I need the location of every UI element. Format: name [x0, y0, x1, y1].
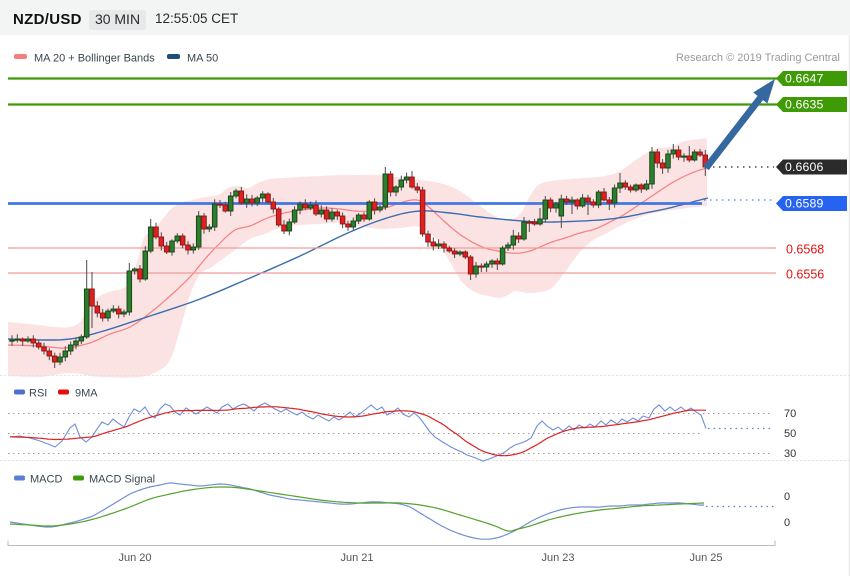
svg-text:MA 50: MA 50: [187, 53, 218, 65]
svg-text:70: 70: [784, 408, 796, 420]
svg-text:0.6589: 0.6589: [785, 197, 824, 211]
svg-text:50: 50: [784, 428, 796, 440]
svg-text:9MA: 9MA: [75, 388, 98, 400]
svg-text:MACD Signal: MACD Signal: [89, 474, 155, 486]
svg-text:30: 30: [784, 448, 796, 460]
svg-text:Research © 2019 Trading Centra: Research © 2019 Trading Central: [676, 52, 840, 64]
svg-text:RSI: RSI: [29, 388, 47, 400]
svg-text:0.6606: 0.6606: [785, 160, 824, 174]
svg-text:0: 0: [784, 491, 790, 503]
svg-text:0.6647: 0.6647: [785, 72, 824, 86]
svg-text:MACD: MACD: [30, 474, 62, 486]
svg-text:Jun 23: Jun 23: [541, 552, 574, 564]
svg-text:0.6568: 0.6568: [786, 243, 824, 257]
svg-text:Jun 20: Jun 20: [118, 552, 151, 564]
svg-text:0: 0: [784, 517, 790, 529]
svg-text:MA 20 + Bollinger Bands: MA 20 + Bollinger Bands: [34, 53, 155, 65]
svg-text:0.6635: 0.6635: [785, 98, 824, 112]
svg-text:0.6556: 0.6556: [786, 268, 824, 282]
svg-text:Jun 25: Jun 25: [689, 552, 722, 564]
svg-text:Jun 21: Jun 21: [340, 552, 373, 564]
